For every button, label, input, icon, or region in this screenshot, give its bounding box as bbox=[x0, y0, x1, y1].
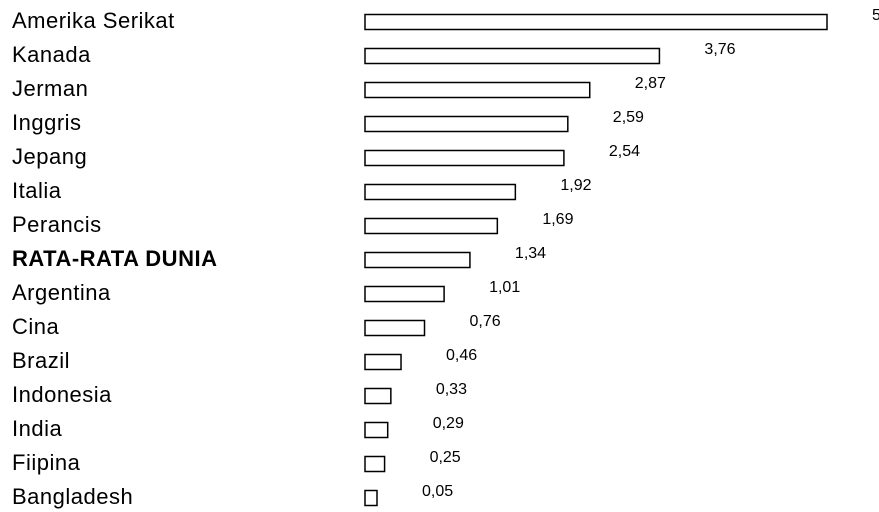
category-label: Argentina bbox=[12, 280, 111, 305]
value-label: 1,69 bbox=[542, 211, 573, 228]
category-label: Jepang bbox=[12, 144, 87, 169]
category-label: Brazil bbox=[12, 348, 70, 373]
category-label: Perancis bbox=[12, 212, 102, 237]
bar bbox=[364, 217, 499, 235]
category-label: RATA-RATA DUNIA bbox=[12, 246, 217, 271]
category-label: India bbox=[12, 416, 62, 441]
bar bbox=[364, 251, 471, 269]
bar bbox=[364, 455, 386, 473]
bar bbox=[364, 149, 565, 167]
value-label: 0,46 bbox=[446, 347, 477, 364]
category-label: Inggris bbox=[12, 110, 82, 135]
category-label: Kanada bbox=[12, 42, 91, 67]
value-label: 0,29 bbox=[433, 415, 464, 432]
bar bbox=[364, 183, 517, 201]
bar bbox=[364, 47, 661, 65]
value-label: 2,54 bbox=[609, 143, 640, 160]
bar bbox=[364, 115, 569, 133]
value-label: 0,25 bbox=[430, 449, 461, 466]
category-label: Bangladesh bbox=[12, 484, 133, 509]
value-label: 2,59 bbox=[613, 109, 644, 126]
bar bbox=[364, 353, 402, 371]
value-label: 0,76 bbox=[470, 313, 501, 330]
category-label: Indonesia bbox=[12, 382, 112, 407]
bar bbox=[364, 285, 445, 303]
category-label: Amerika Serikat bbox=[12, 8, 175, 33]
bar bbox=[364, 13, 828, 31]
bar bbox=[364, 387, 392, 405]
category-label: Jerman bbox=[12, 76, 88, 101]
bar bbox=[364, 319, 426, 337]
bar bbox=[364, 489, 378, 507]
category-label: Italia bbox=[12, 178, 62, 203]
category-label: Cina bbox=[12, 314, 60, 339]
value-label: 2,87 bbox=[635, 75, 666, 92]
value-label: 0,33 bbox=[436, 381, 467, 398]
value-label: 3,76 bbox=[704, 41, 735, 58]
category-label: Fiipina bbox=[12, 450, 81, 475]
value-label: 0,05 bbox=[422, 483, 453, 500]
value-label: 5,9 bbox=[872, 7, 879, 24]
value-label: 1,34 bbox=[515, 245, 546, 262]
bar bbox=[364, 81, 591, 99]
bar bbox=[364, 421, 389, 439]
value-label: 1,01 bbox=[489, 279, 520, 296]
value-label: 1,92 bbox=[560, 177, 591, 194]
